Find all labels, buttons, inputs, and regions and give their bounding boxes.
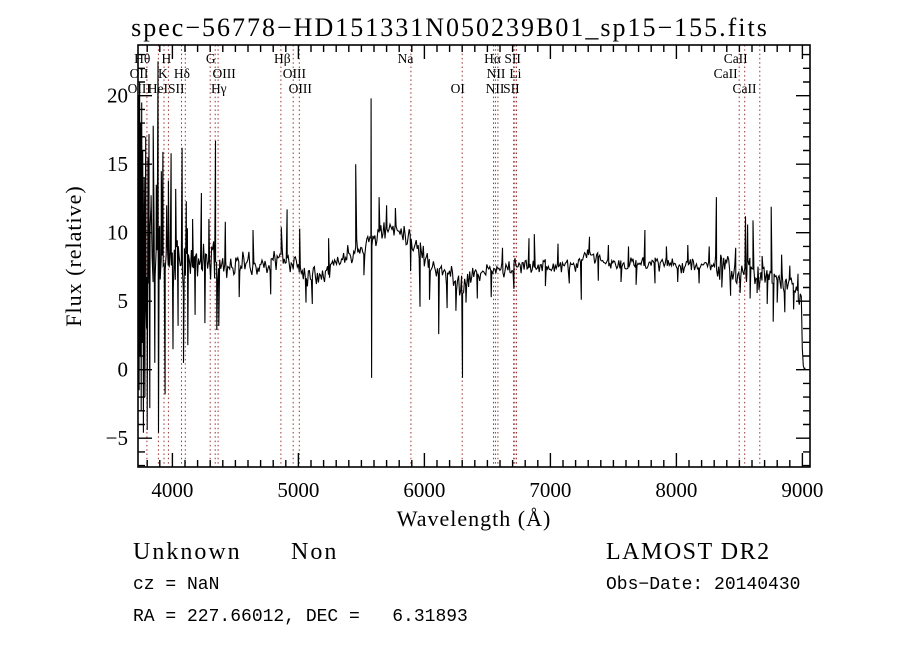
obs-date-text: Obs−Date: 20140430 (606, 575, 801, 595)
spectral-line-label: Hγ (211, 81, 227, 96)
spectral-line-label: CaII (714, 66, 738, 81)
spectral-line-label: K (158, 66, 168, 81)
spectral-line-label: OIII (289, 81, 313, 96)
x-axis-label: Wavelength (Å) (396, 506, 552, 531)
x-tick-label: 9000 (781, 478, 823, 502)
ra-dec-text: RA = 227.66012, DEC = 6.31893 (133, 607, 468, 627)
subclass-text: Non (291, 539, 339, 565)
plot-title: spec−56778−HD151331N050239B01_sp15−155.f… (131, 13, 769, 42)
survey-release-text: LAMOST DR2 (606, 539, 771, 565)
y-tick-label: 20 (107, 84, 128, 108)
spectral-line-label: SII (503, 81, 520, 96)
y-axis-label: Flux (relative) (61, 185, 86, 327)
spectral-line-label: OIII (283, 66, 307, 81)
x-tick-label: 8000 (655, 478, 697, 502)
x-tick-label: 7000 (529, 478, 571, 502)
spectral-line-label: NII (486, 81, 505, 96)
spectral-line-label: OIII (212, 66, 236, 81)
spectral-line-label: Hα (484, 51, 501, 66)
y-tick-label: 15 (107, 152, 128, 176)
spectral-line-label: CaII (733, 81, 757, 96)
spectral-line-label: OI (451, 81, 466, 96)
y-tick-label: 0 (118, 358, 129, 382)
classification-text: Unknown (133, 539, 242, 565)
y-tick-label: 5 (118, 289, 129, 313)
x-tick-label: 6000 (403, 478, 445, 502)
spectral-line-label: SII (168, 81, 185, 96)
spectral-line-label: Hδ (174, 66, 190, 81)
spectrum-trace (138, 61, 806, 433)
spectral-line-label: Na (398, 51, 414, 66)
cz-text: cz = NaN (133, 575, 220, 595)
spectral-line-label: Hθ (134, 51, 150, 66)
spectral-line-label: CaII (724, 51, 748, 66)
spectral-line-label: SII (504, 51, 521, 66)
spectral-line-label: OII (130, 66, 149, 81)
y-tick-label: 10 (107, 221, 128, 245)
y-tick-label: −5 (106, 426, 128, 450)
plot-frame (137, 44, 811, 468)
spectral-line-label: H (162, 51, 172, 66)
x-tick-label: 5000 (277, 478, 319, 502)
spectral-line-label: NII (487, 66, 506, 81)
x-tick-label: 4000 (151, 478, 193, 502)
spectral-line-label: Li (509, 66, 521, 81)
spectral-line-label: G (206, 51, 216, 66)
spectral-line-label: Hβ (274, 51, 291, 66)
